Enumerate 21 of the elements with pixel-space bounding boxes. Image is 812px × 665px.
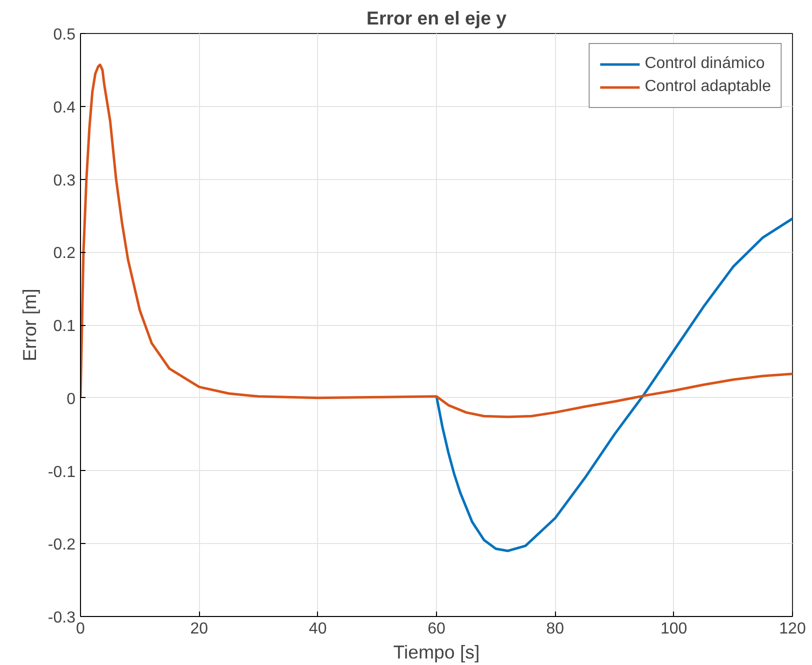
y-tick-label: 0 xyxy=(66,390,76,408)
x-tick-label: 40 xyxy=(308,620,327,638)
x-tick-label: 20 xyxy=(190,620,208,638)
y-tick-label: 0.4 xyxy=(53,99,76,116)
x-axis-title: Tiempo [s] xyxy=(393,642,480,662)
x-tick-label: 60 xyxy=(428,620,446,638)
chart-title: Error en el eje y xyxy=(366,8,508,28)
y-tick-label: -0.2 xyxy=(48,536,76,554)
line-series xyxy=(435,217,792,552)
y-tick-label: -0.1 xyxy=(48,464,76,481)
y-tick-label: 0.5 xyxy=(53,26,76,44)
y-tick-label: 0.1 xyxy=(53,318,76,335)
legend-label: Control adaptable xyxy=(644,78,771,96)
legend-label: Control dinámico xyxy=(644,55,765,73)
x-tick-label: 120 xyxy=(779,620,806,638)
x-tick-label: 80 xyxy=(546,620,564,638)
y-axis-title: Error [m] xyxy=(18,288,40,362)
y-tick-label: 0.3 xyxy=(53,172,76,190)
x-tick-label: 100 xyxy=(660,620,688,638)
y-tick-label: 0.2 xyxy=(53,245,76,262)
y-tick-label: -0.3 xyxy=(48,610,76,626)
